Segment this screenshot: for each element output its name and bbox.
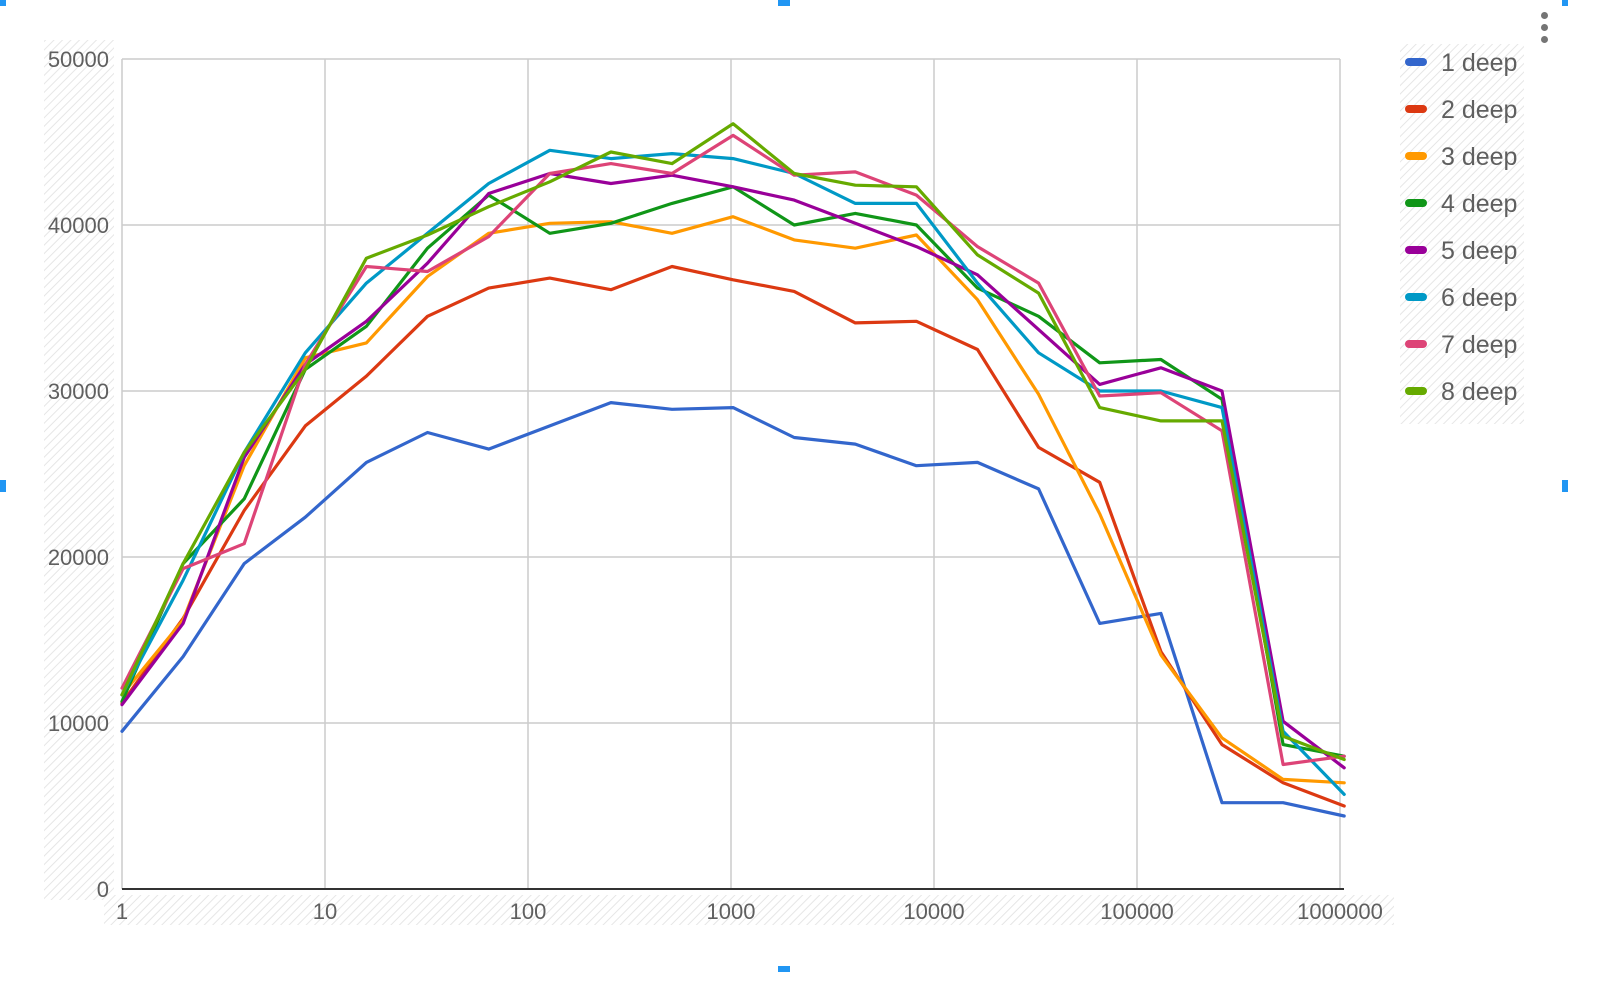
legend-label: 8 deep — [1441, 378, 1517, 406]
resize-handle-right[interactable] — [1562, 480, 1568, 492]
legend-item[interactable]: 7 deep — [1405, 331, 1517, 359]
gridlines — [121, 58, 1341, 889]
x-axis-hatch — [104, 895, 1394, 925]
legend[interactable]: 1 deep 2 deep 3 deep 4 deep 5 deep 6 deep 7 de… — [1405, 49, 1517, 406]
chart-menu-icon[interactable] — [1536, 10, 1552, 50]
legend-label: 4 deep — [1441, 190, 1517, 218]
legend-item[interactable]: 5 deep — [1405, 237, 1517, 265]
x-tick-label: 1000 — [707, 899, 756, 924]
y-tick-label: 50000 — [48, 47, 109, 72]
y-tick-label: 40000 — [48, 213, 109, 238]
y-tick-label: 20000 — [48, 545, 109, 570]
resize-handle-top[interactable] — [778, 0, 790, 6]
series-line-3 — [120, 215, 1346, 785]
x-tick-label: 1 — [116, 899, 128, 924]
y-tick-label: 0 — [97, 877, 109, 902]
series-lines — [120, 122, 1346, 818]
x-tick-label: 100 — [510, 899, 547, 924]
x-tick-label: 100000 — [1100, 899, 1173, 924]
y-axis-hatch — [44, 40, 114, 900]
legend-item[interactable]: 4 deep — [1405, 190, 1517, 218]
resize-handle-bottom[interactable] — [778, 966, 790, 972]
legend-label: 5 deep — [1441, 237, 1517, 265]
legend-label: 7 deep — [1441, 331, 1517, 359]
legend-item[interactable]: 1 deep — [1405, 49, 1517, 77]
x-tick-label: 10 — [313, 899, 337, 924]
legend-item[interactable]: 6 deep — [1405, 284, 1517, 312]
legend-item[interactable]: 8 deep — [1405, 378, 1517, 406]
line-chart: 0 10000 20000 30000 40000 50000 1 10 100 1000 1000… — [44, 40, 1524, 925]
legend-label: 2 deep — [1441, 96, 1517, 124]
legend-label: 3 deep — [1441, 143, 1517, 171]
y-tick-label: 10000 — [48, 711, 109, 736]
resize-handle-top-left[interactable] — [0, 0, 6, 6]
resize-handle-top-right[interactable] — [1562, 0, 1568, 6]
x-tick-label: 1000000 — [1297, 899, 1383, 924]
legend-item[interactable]: 3 deep — [1405, 143, 1517, 171]
legend-label: 6 deep — [1441, 284, 1517, 312]
series-line-2 — [120, 264, 1346, 808]
y-tick-label: 30000 — [48, 379, 109, 404]
resize-handle-left[interactable] — [0, 480, 6, 492]
x-tick-label: 10000 — [903, 899, 964, 924]
axes: 0 10000 20000 30000 40000 50000 1 10 100 1000 1000… — [48, 47, 1383, 924]
series-line-5 — [120, 171, 1346, 770]
legend-item[interactable]: 2 deep — [1405, 96, 1517, 124]
legend-label: 1 deep — [1441, 49, 1517, 77]
chart-container: 0 10000 20000 30000 40000 50000 1 10 100 1000 1000… — [0, 0, 1568, 972]
series-line-8 — [120, 122, 1346, 762]
series-line-1 — [120, 401, 1346, 818]
